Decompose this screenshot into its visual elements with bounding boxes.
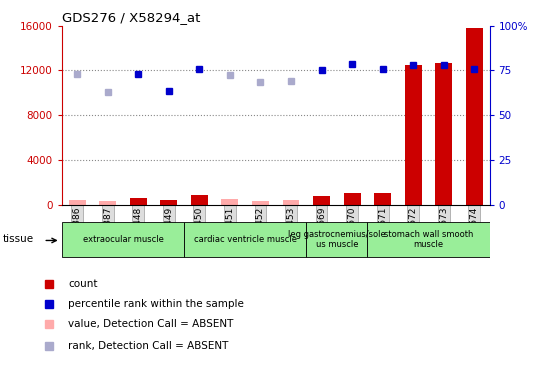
Text: extraocular muscle: extraocular muscle (82, 235, 164, 244)
FancyBboxPatch shape (367, 222, 490, 257)
Bar (466, 28, 483, 205)
Bar (69, 201, 86, 205)
Bar (222, 199, 238, 205)
Text: value, Detection Call = ABSENT: value, Detection Call = ABSENT (68, 319, 233, 329)
Text: cardiac ventricle muscle: cardiac ventricle muscle (194, 235, 296, 244)
FancyBboxPatch shape (184, 222, 306, 257)
Bar (313, 196, 330, 205)
Bar (191, 195, 208, 205)
Text: tissue: tissue (3, 234, 34, 244)
FancyBboxPatch shape (306, 222, 367, 257)
Text: rank, Detection Call = ABSENT: rank, Detection Call = ABSENT (68, 341, 229, 351)
Text: count: count (68, 279, 97, 289)
Text: leg gastrocnemius/sole
us muscle: leg gastrocnemius/sole us muscle (288, 230, 386, 250)
Bar (435, 63, 452, 205)
Bar (252, 201, 269, 205)
Bar (344, 193, 360, 205)
Bar (130, 198, 147, 205)
Bar (405, 65, 422, 205)
Bar (282, 200, 300, 205)
Bar (160, 201, 177, 205)
Text: GDS276 / X58294_at: GDS276 / X58294_at (62, 11, 200, 25)
Bar (374, 193, 391, 205)
Bar (100, 201, 116, 205)
Text: stomach wall smooth
muscle: stomach wall smooth muscle (384, 230, 473, 250)
FancyBboxPatch shape (62, 222, 184, 257)
Text: percentile rank within the sample: percentile rank within the sample (68, 299, 244, 309)
